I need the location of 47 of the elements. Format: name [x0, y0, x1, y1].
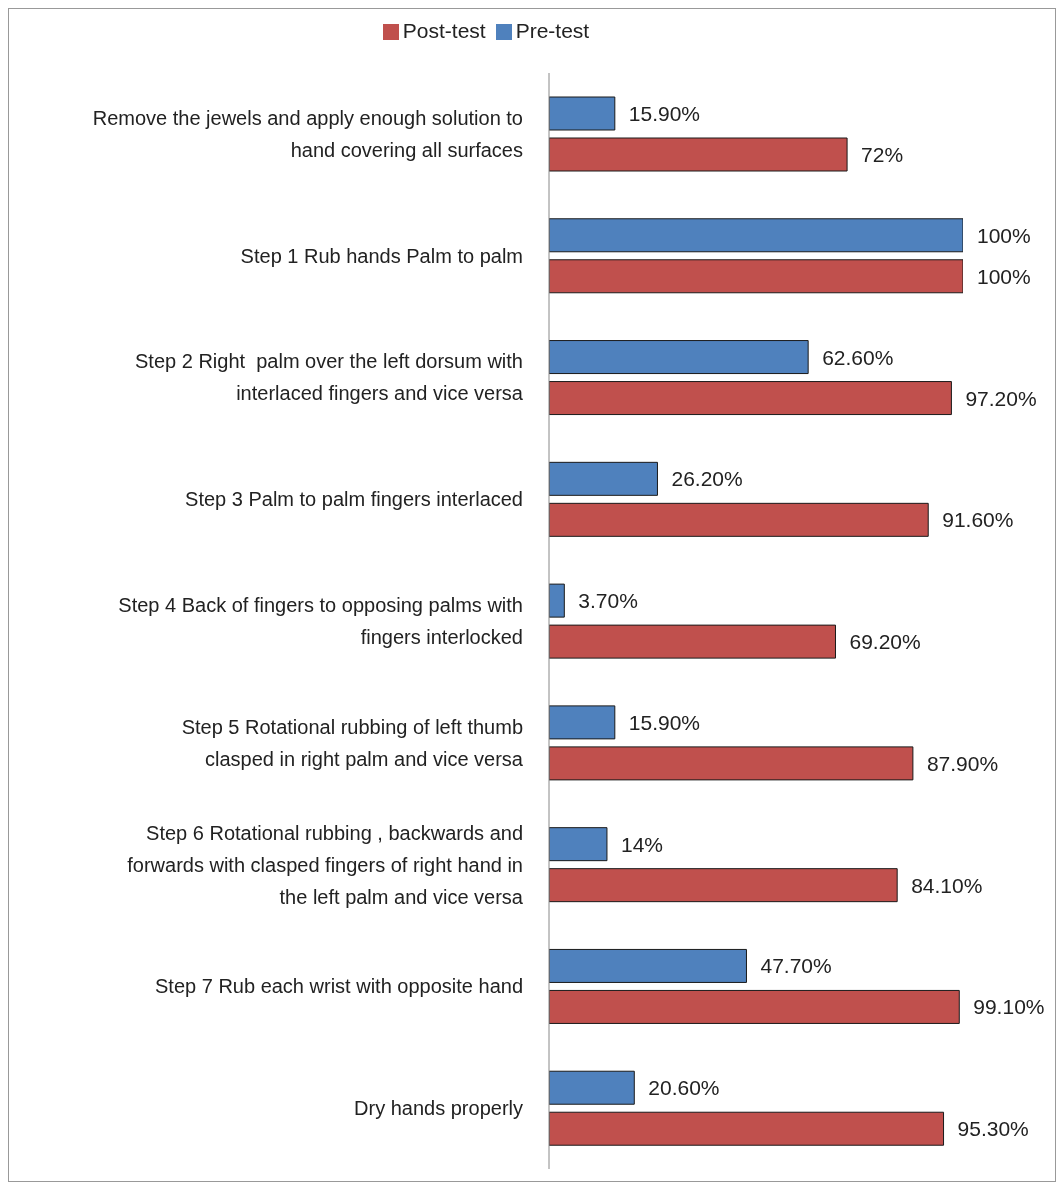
data-label: 87.90% — [926, 751, 999, 775]
y-tick-label: Dry hands properly — [354, 1097, 523, 1120]
y-tick-label: Step 3 Palm to palm fingers interlaced — [185, 488, 523, 511]
bar — [549, 381, 952, 416]
y-tick-label: Step 6 Rotational rubbing , backwards and forwards with clasped fingers of right hand in the left palm and vice versa — [127, 821, 524, 908]
y-tick-label: Remove the jewels and apply enough solution to hand covering all surfaces — [92, 106, 523, 161]
bar — [549, 624, 836, 659]
y-tick-label: Step 7 Rub each wrist with opposite hand — [155, 975, 523, 998]
bar — [549, 502, 929, 537]
bar — [549, 705, 616, 740]
y-tick-label: Step 5 Rotational rubbing of left thumb clasped in right palm and vice versa — [181, 715, 524, 770]
legend-label: Post-test — [402, 19, 486, 42]
data-label: 14% — [620, 832, 663, 856]
bar — [549, 583, 565, 618]
bar — [549, 96, 616, 131]
data-label: 47.70% — [760, 954, 832, 978]
data-label: 100% — [977, 264, 1031, 288]
data-label: 99.10% — [973, 995, 1045, 1019]
bar — [549, 218, 963, 253]
bar — [549, 340, 809, 375]
data-label: 97.20% — [965, 386, 1037, 410]
y-tick-label: Step 4 Back of fingers to opposing palms with fingers interlocked — [118, 594, 523, 648]
bar — [549, 259, 963, 294]
data-label: 72% — [861, 142, 904, 166]
data-label: 20.60% — [648, 1076, 720, 1100]
bar — [549, 137, 848, 172]
bar — [549, 1070, 635, 1105]
bar — [549, 746, 914, 781]
data-label: 3.70% — [578, 589, 638, 613]
legend-label: Pre-test — [515, 19, 590, 42]
y-tick-label: Step 2 Right palm over the left dorsum with interlaced fingers and vice versa — [135, 350, 524, 405]
data-label: 62.60% — [822, 345, 894, 369]
data-label: 84.10% — [911, 873, 983, 897]
data-label: 95.30% — [957, 1117, 1029, 1141]
bar — [549, 868, 898, 903]
bar — [549, 948, 747, 983]
bar — [549, 827, 608, 862]
bar — [549, 1111, 945, 1146]
data-label: 15.90% — [628, 101, 701, 125]
data-label: 100% — [977, 223, 1031, 247]
data-label: 26.20% — [671, 467, 743, 491]
data-label: 69.20% — [849, 630, 921, 654]
bar — [549, 461, 658, 496]
data-label: 15.90% — [628, 710, 701, 734]
bar — [549, 989, 960, 1024]
data-label: 91.60% — [942, 508, 1014, 532]
y-tick-label: Step 1 Rub hands Palm to palm — [240, 244, 523, 267]
